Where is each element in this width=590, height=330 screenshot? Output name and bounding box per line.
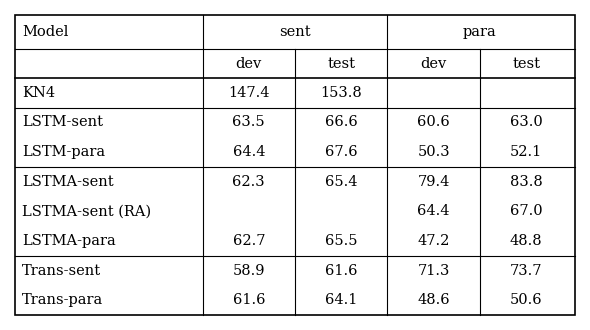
Text: sent: sent (279, 25, 311, 39)
Text: 153.8: 153.8 (320, 86, 362, 100)
Text: 67.6: 67.6 (325, 145, 358, 159)
Text: 73.7: 73.7 (510, 264, 542, 278)
Text: LSTMA-para: LSTMA-para (22, 234, 116, 248)
Text: LSTMA-sent: LSTMA-sent (22, 175, 113, 189)
Text: 65.4: 65.4 (325, 175, 358, 189)
Text: 48.8: 48.8 (510, 234, 543, 248)
Text: Trans-para: Trans-para (22, 293, 103, 307)
Text: 64.4: 64.4 (232, 145, 265, 159)
Text: 67.0: 67.0 (510, 204, 543, 218)
Text: 62.7: 62.7 (232, 234, 265, 248)
Text: 79.4: 79.4 (418, 175, 450, 189)
Text: 62.3: 62.3 (232, 175, 265, 189)
Text: dev: dev (235, 57, 262, 71)
Text: test: test (327, 57, 355, 71)
Text: 50.3: 50.3 (417, 145, 450, 159)
Text: LSTM-para: LSTM-para (22, 145, 105, 159)
Text: 58.9: 58.9 (232, 264, 265, 278)
Text: 50.6: 50.6 (510, 293, 543, 307)
Text: LSTMA-sent (RA): LSTMA-sent (RA) (22, 204, 151, 218)
Text: test: test (512, 57, 540, 71)
Text: 60.6: 60.6 (417, 115, 450, 129)
Text: 147.4: 147.4 (228, 86, 270, 100)
Text: 61.6: 61.6 (232, 293, 265, 307)
Text: 65.5: 65.5 (325, 234, 358, 248)
Text: dev: dev (421, 57, 447, 71)
Text: 71.3: 71.3 (418, 264, 450, 278)
Text: 64.1: 64.1 (325, 293, 358, 307)
Text: 47.2: 47.2 (418, 234, 450, 248)
Text: Trans-sent: Trans-sent (22, 264, 101, 278)
Text: para: para (463, 25, 497, 39)
Text: 48.6: 48.6 (417, 293, 450, 307)
Text: 83.8: 83.8 (510, 175, 543, 189)
Text: 61.6: 61.6 (325, 264, 358, 278)
Text: LSTM-sent: LSTM-sent (22, 115, 103, 129)
Text: KN4: KN4 (22, 86, 55, 100)
Text: 52.1: 52.1 (510, 145, 542, 159)
Text: 63.5: 63.5 (232, 115, 265, 129)
Text: 63.0: 63.0 (510, 115, 543, 129)
Text: 66.6: 66.6 (325, 115, 358, 129)
Text: 64.4: 64.4 (418, 204, 450, 218)
Text: Model: Model (22, 25, 68, 39)
